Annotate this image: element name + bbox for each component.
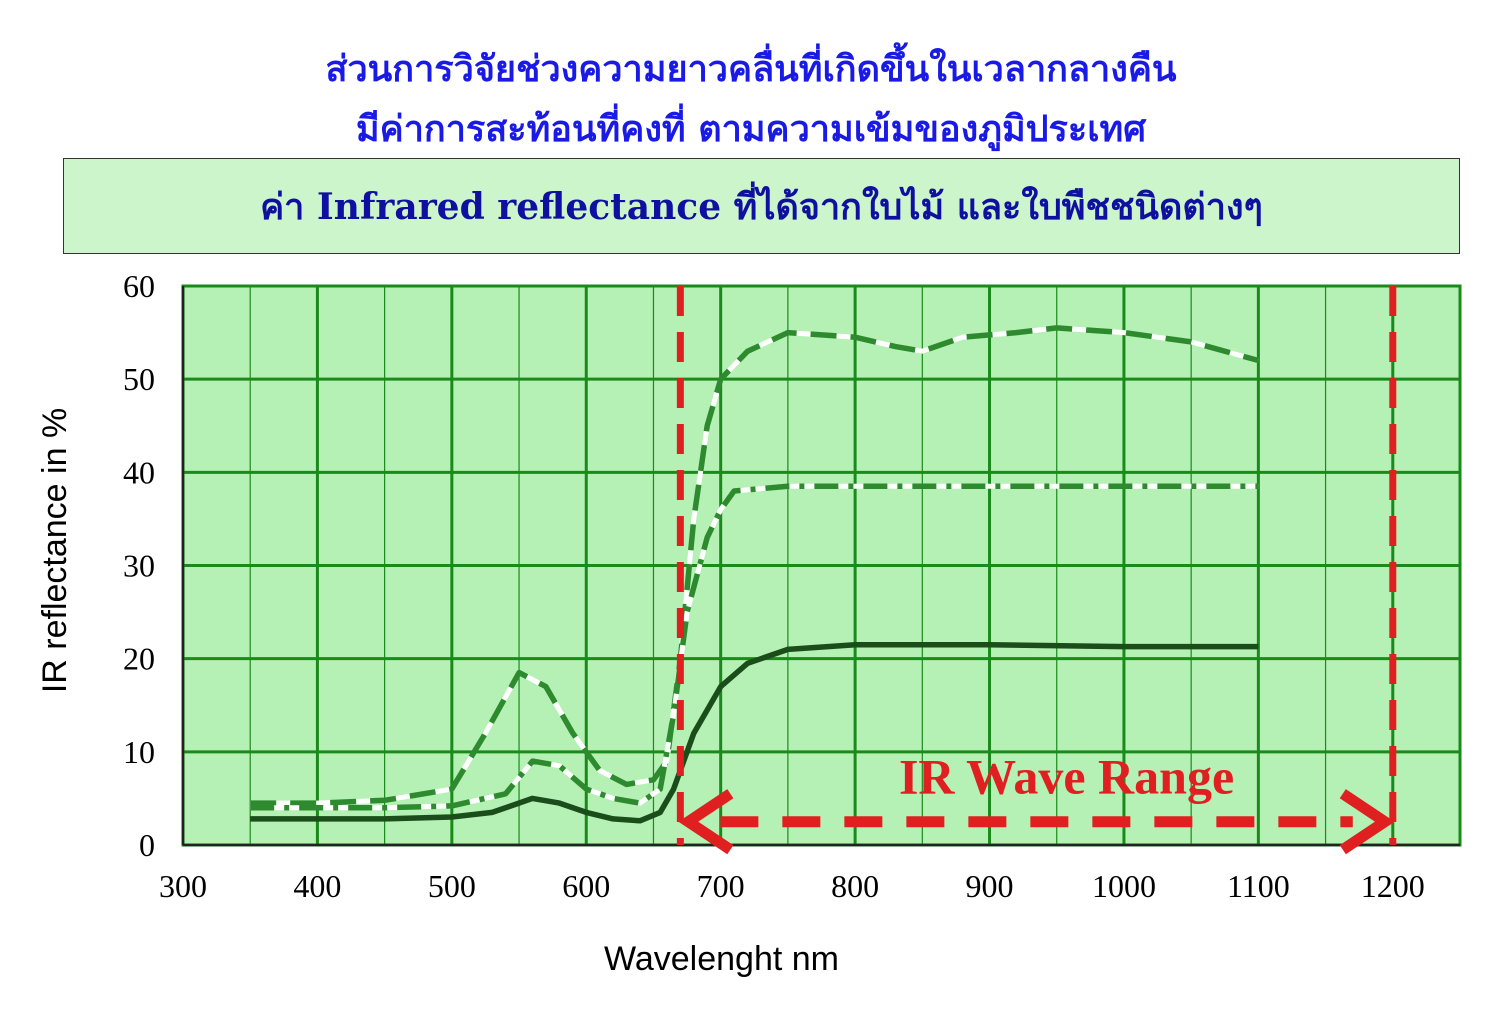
x-tick-label: 1100 [1227,868,1290,904]
y-tick-label: 50 [123,361,155,397]
y-tick-label: 10 [123,734,155,770]
x-tick-label: 400 [293,868,341,904]
series-line-2 [250,483,1259,811]
x-tick-label: 800 [831,868,879,904]
ir-band-label: IR Wave Range [899,749,1234,805]
y-tick-label: 0 [139,827,155,863]
series-line-1 [250,325,1260,806]
x-tick-label: 600 [562,868,610,904]
series-line-3 [250,641,1259,824]
x-tick-label: 500 [428,868,476,904]
chart-title-box: ค่า Infrared reflectance ที่ได้จากใบไม้ … [63,158,1460,254]
ir-band-arrow-right [1339,789,1395,855]
x-tick-label: 700 [697,868,745,904]
x-tick-label: 1200 [1361,868,1425,904]
page-title-line-1: ส่วนการวิจัยช่วงความยาวคลื่นที่เกิดขึ้นใ… [325,48,1177,90]
ir-band-arrow-left [678,789,734,855]
y-axis-label: IR reflectance in % [36,408,74,693]
x-tick-label: 1000 [1092,868,1156,904]
ir-band: IR Wave Range [676,286,1397,855]
y-tick-label: 60 [123,268,155,304]
tick-labels: 300 400 500 600 700 800 900 1000 1100 1200 0 10 20 30… [123,268,1425,904]
x-axis-label: Wavelenght nm [604,940,839,978]
x-tick-label: 900 [966,868,1014,904]
y-tick-label: 40 [123,454,155,490]
page-title-line-2: มีค่าการสะท้อนที่คงที่ ตามความเข้มของภูม… [355,108,1147,150]
chart-title: ค่า Infrared reflectance ที่ได้จากใบไม้ … [260,186,1263,228]
series-lines [250,325,1260,824]
y-tick-label: 30 [123,548,155,584]
x-tick-label: 300 [159,868,207,904]
y-tick-label: 20 [123,641,155,677]
